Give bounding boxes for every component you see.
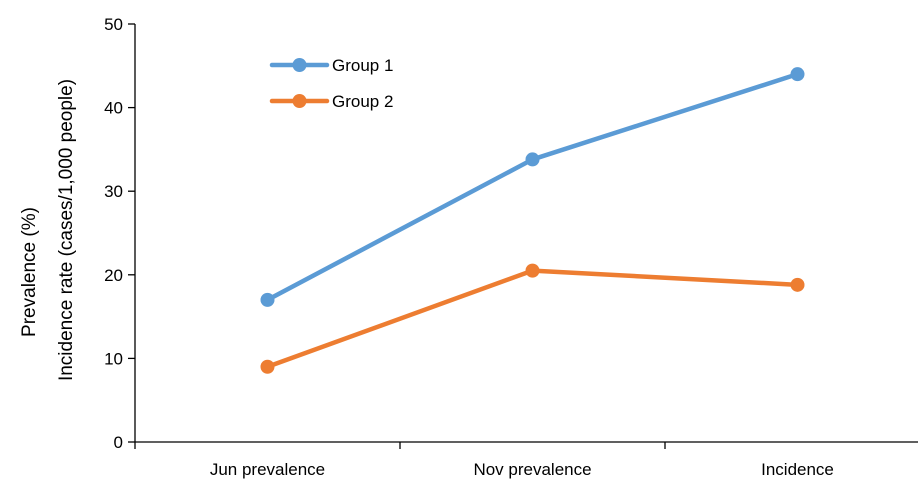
data-point xyxy=(260,292,275,307)
data-point xyxy=(790,67,805,82)
x-axis-ticks: Jun prevalence Nov prevalence Incidence xyxy=(134,442,834,479)
y-axis-title-line-1: Prevalence (%) xyxy=(19,207,40,337)
y-tick-label: 40 xyxy=(104,99,123,118)
series-group-2 xyxy=(260,263,805,374)
y-axis-title-line-2: Incidence rate (cases/1,000 people) xyxy=(56,79,77,381)
legend-swatch-marker xyxy=(292,58,307,72)
y-axis-title: Prevalence (%) Incidence rate (cases/1,0… xyxy=(19,79,77,381)
y-axis-ticks: 0 10 20 30 40 50 xyxy=(104,15,135,452)
legend-label: Group 1 xyxy=(332,56,393,75)
data-point xyxy=(525,152,540,167)
y-tick-label: 0 xyxy=(114,433,123,452)
data-point xyxy=(790,277,805,292)
x-tick-label: Nov prevalence xyxy=(473,460,591,479)
series-layer xyxy=(260,67,805,374)
legend-label: Group 2 xyxy=(332,92,393,111)
y-tick-label: 50 xyxy=(104,15,123,34)
legend-item: Group 1 xyxy=(269,56,393,75)
x-tick-label: Jun prevalence xyxy=(210,460,325,479)
data-point xyxy=(525,263,540,278)
legend-swatch-marker xyxy=(292,94,307,108)
axes xyxy=(134,24,918,443)
x-tick-label: Incidence xyxy=(761,460,834,479)
y-tick-label: 10 xyxy=(104,349,123,368)
data-point xyxy=(260,359,275,374)
legend-item: Group 2 xyxy=(269,92,393,111)
y-tick-label: 30 xyxy=(104,182,123,201)
series-line xyxy=(265,268,800,370)
y-tick-label: 20 xyxy=(104,266,123,285)
series-group-1 xyxy=(260,67,805,307)
legend: Group 1 Group 2 xyxy=(269,56,393,111)
